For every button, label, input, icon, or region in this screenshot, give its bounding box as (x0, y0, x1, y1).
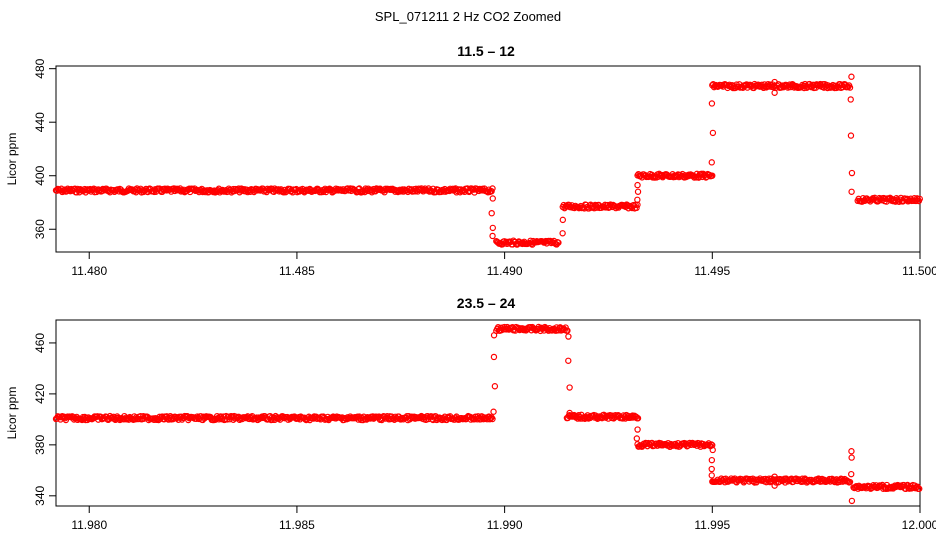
panel-bottom-transition-point (565, 333, 572, 340)
panel-top-axes: 11.480 11.485 11.490 11.495 11.500 360 400 440 4… (33, 58, 936, 278)
panel-top-transition-point (559, 230, 566, 237)
panel-bottom-transition-point (490, 408, 497, 415)
panel-top-data-point (489, 185, 496, 192)
panel-top-x-tick-label: 11.485 (279, 264, 315, 278)
panel-bottom-transition-point (566, 409, 573, 417)
panel-bottom-axes: 11.980 11.985 11.990 11.995 12.000 340 380 420 4… (33, 333, 936, 532)
panel-bottom-transition-point (848, 497, 856, 505)
panel-bottom-plot-frame (55, 319, 921, 507)
panel-bottom-transition-point (565, 357, 572, 364)
panel-top: 11.5 – 12 Licor ppm 11.480 11.485 11.490 11… (5, 43, 936, 278)
panel-top-x-tick-label: 11.495 (694, 264, 730, 278)
panel-bottom-y-tick-label: 420 (33, 384, 47, 404)
panel-bottom-transition-point (566, 384, 573, 391)
panel-bottom-points (52, 323, 923, 505)
panel-bottom-data-point (645, 439, 652, 447)
panel-bottom-y-axis-label: Licor ppm (5, 387, 19, 440)
panel-bottom-y-tick-label: 340 (33, 485, 47, 505)
panel-bottom-transition-point (491, 383, 499, 390)
panel-bottom-transition-point (848, 470, 855, 478)
panel-bottom-title: 23.5 – 24 (457, 295, 516, 311)
panel-top-transition-point (847, 96, 854, 103)
panel-top-transition-point (634, 196, 641, 204)
panel-top-transition-point (489, 195, 496, 202)
panel-top-data-point (488, 188, 495, 195)
panel-top-data-point (555, 239, 562, 246)
figure-title: SPL_071211 2 Hz CO2 Zoomed (375, 9, 561, 24)
panel-top-transition-point (634, 181, 641, 189)
panel-top-transition-point (489, 232, 496, 240)
panel-top-transition-point (847, 132, 855, 139)
panel-bottom-data-point (564, 327, 571, 334)
panel-bottom-transition-point (708, 456, 716, 464)
panel-top-transition-point (709, 129, 717, 137)
panel-top-x-tick-label: 11.480 (71, 264, 107, 278)
panel-top-y-tick-label: 360 (33, 219, 47, 239)
panel-bottom-transition-point (848, 448, 855, 455)
panel-bottom-transition-point (633, 435, 641, 442)
panel-top-plot-frame (55, 65, 921, 253)
panel-bottom-x-tick-label: 11.985 (279, 518, 315, 532)
panel-bottom-transition-point (709, 446, 716, 454)
panel-bottom-transition-point (848, 454, 855, 461)
panel-top-points (52, 73, 923, 248)
panel-top-transition-point (708, 100, 716, 107)
panel-bottom-data-point (667, 440, 675, 448)
panel-top-transition-point (559, 216, 567, 224)
panel-bottom-y-tick-label: 380 (33, 435, 47, 455)
panel-top-data-point (916, 195, 923, 203)
panel-top-x-tick-label: 11.490 (487, 264, 523, 278)
panel-bottom-transition-point (708, 465, 715, 473)
panel-top-transition-point (634, 188, 642, 195)
panel-bottom-x-tick-label: 12.000 (902, 518, 936, 532)
panel-top-data-point (846, 84, 854, 91)
panel-bottom-data-point (912, 484, 919, 492)
panel-bottom-transition-point (490, 332, 498, 339)
panel-top-y-tick-label: 480 (33, 58, 47, 78)
panel-top-transition-point (488, 209, 495, 217)
panel-bottom-transition-point (490, 353, 498, 361)
panel-top-data-point (709, 172, 716, 179)
panel-top-data-point (483, 188, 491, 195)
panel-bottom: 23.5 – 24 Licor ppm 11.980 11.985 11.990 11… (5, 295, 936, 532)
panel-bottom-data-point (916, 485, 923, 492)
panel-bottom-x-tick-label: 11.995 (694, 518, 730, 532)
panel-bottom-data-point (846, 478, 854, 486)
panel-top-transition-point (848, 188, 855, 195)
panel-top-data-point (633, 204, 640, 212)
panel-bottom-data-point (634, 415, 642, 422)
panel-bottom-data-point (562, 324, 569, 331)
panel-bottom-y-tick-label: 460 (33, 333, 47, 353)
panel-bottom-transition-point (634, 426, 641, 433)
panel-top-x-tick-label: 11.500 (902, 264, 936, 278)
panel-bottom-x-tick-label: 11.980 (71, 518, 107, 532)
panel-bottom-data-point (489, 415, 496, 423)
panel-top-transition-point (848, 169, 856, 177)
panel-top-transition-point (708, 159, 715, 166)
panel-bottom-data-point (486, 415, 493, 423)
panel-top-outlier-point (771, 89, 778, 96)
panel-top-title: 11.5 – 12 (457, 43, 515, 59)
panel-top-y-tick-label: 400 (33, 165, 47, 185)
panel-top-y-tick-label: 440 (33, 112, 47, 132)
panel-top-y-axis-label: Licor ppm (5, 133, 19, 186)
panel-bottom-transition-point (708, 472, 715, 479)
panel-bottom-outlier-point (771, 473, 778, 480)
panel-bottom-x-tick-label: 11.990 (487, 518, 523, 532)
panel-top-outlier-point (771, 78, 778, 86)
panel-top-transition-point (848, 73, 855, 80)
panel-top-transition-point (489, 224, 496, 232)
panel-bottom-outlier-point (771, 482, 778, 489)
